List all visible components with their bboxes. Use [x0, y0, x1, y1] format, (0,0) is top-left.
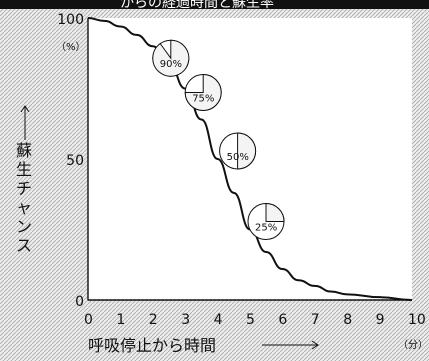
x-tick-label: 2 — [149, 312, 158, 328]
y-tick-label: 100 — [57, 12, 84, 28]
x-tick-label: 7 — [311, 312, 320, 328]
curve-layer — [87, 17, 413, 301]
y-axis-title-char: ン — [16, 217, 32, 236]
x-tick-label: 9 — [376, 312, 385, 328]
pie-slice — [265, 202, 285, 222]
pies-layer: 90% 75% 50% 25% — [152, 39, 285, 240]
x-tick-label: 8 — [343, 312, 352, 328]
x-tick-label: 6 — [278, 312, 287, 328]
x-tick-label: 10 — [408, 312, 426, 328]
pie-slice — [237, 132, 257, 170]
y-ticks-layer: 0 50 100 — [57, 12, 84, 310]
pie-marker: 50% — [219, 132, 257, 170]
pie-slice — [184, 73, 222, 111]
x-tick-label: 5 — [246, 312, 255, 328]
x-tick-label: 0 — [84, 312, 93, 328]
pie-label: 90% — [160, 59, 182, 70]
pie-label: 25% — [255, 223, 277, 234]
y-unit-label: （%） — [56, 41, 86, 53]
pie-slice — [152, 39, 190, 77]
pie-marker: 75% — [184, 73, 222, 111]
y-axis-arrow-head — [20, 105, 30, 113]
x-tick-label: 4 — [214, 312, 223, 328]
x-axis-arrow-head — [311, 340, 319, 350]
x-tick-label: 1 — [116, 312, 125, 328]
x-tick-label: 3 — [181, 312, 190, 328]
x-axis-title: 呼吸停止から時間 — [88, 336, 216, 355]
pie-label: 75% — [192, 94, 214, 105]
x-ticks-layer: 0 1 2 3 4 5 6 7 8 9 10 — [84, 312, 426, 328]
y-axis-title-char: 蘇 — [16, 141, 32, 160]
y-axis-title-char: チ — [16, 179, 32, 198]
y-axis-title-char: 生 — [16, 160, 32, 179]
y-tick-label: 0 — [75, 294, 84, 310]
y-tick-label: 50 — [66, 153, 84, 169]
title-fragment: からの経過時間と蘇生率 — [120, 0, 274, 9]
pie-marker: 25% — [247, 202, 285, 240]
y-axis-title-char: ス — [16, 236, 32, 255]
x-unit-label: （分） — [398, 339, 428, 351]
pie-label: 50% — [227, 152, 249, 163]
survival-curve — [87, 17, 413, 301]
pie-marker: 90% — [152, 39, 190, 77]
title-band: からの経過時間と蘇生率 — [0, 0, 429, 9]
y-axis-title-char: ャ — [16, 198, 32, 217]
